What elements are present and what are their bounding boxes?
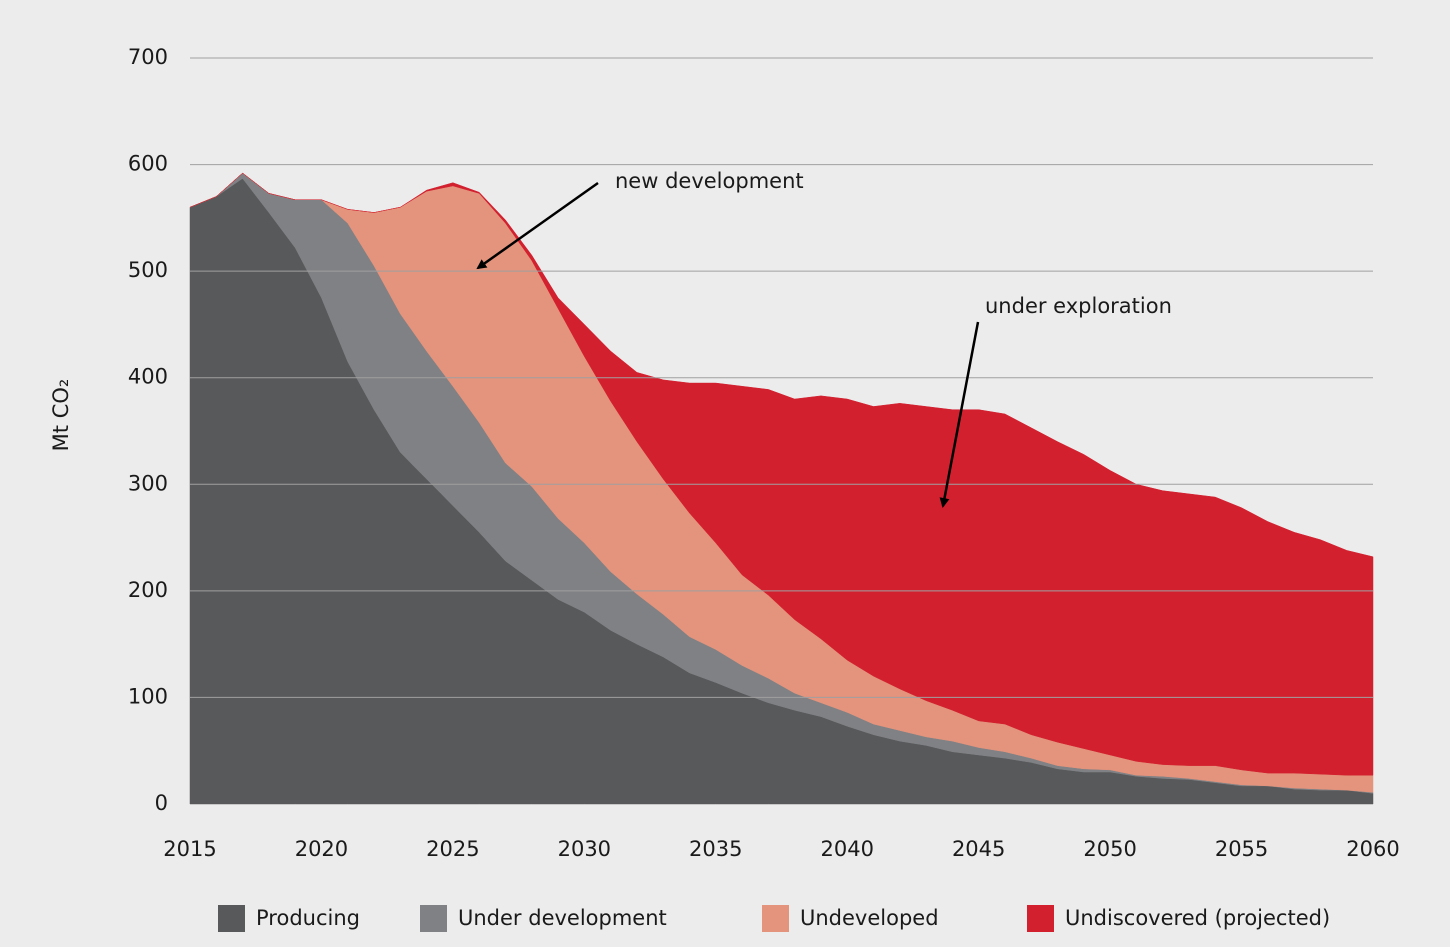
annotation: new development: [615, 169, 804, 193]
x-tick-label: 2020: [295, 837, 348, 861]
y-tick-label: 600: [128, 152, 168, 176]
legend-label: Undeveloped: [800, 906, 939, 930]
legend-swatch: [1027, 905, 1054, 932]
y-tick-label: 300: [128, 471, 168, 495]
x-tick-label: 2030: [558, 837, 611, 861]
annotation-arrow: [939, 321, 980, 508]
x-tick-label: 2025: [426, 837, 479, 861]
x-tick-label: 2040: [820, 837, 873, 861]
legend-label: Undiscovered (projected): [1065, 906, 1330, 930]
annotation: under exploration: [985, 294, 1172, 318]
y-tick-label: 0: [155, 791, 168, 815]
legend-swatch: [762, 905, 789, 932]
y-axis-label: Mt CO₂: [49, 379, 73, 452]
x-tick-label: 2015: [163, 837, 216, 861]
y-tick-label: 500: [128, 258, 168, 282]
x-tick-label: 2055: [1215, 837, 1268, 861]
x-tick-label: 2060: [1346, 837, 1399, 861]
legend-swatch: [218, 905, 245, 932]
y-tick-label: 200: [128, 578, 168, 602]
y-tick-label: 400: [128, 365, 168, 389]
legend-label: Producing: [256, 906, 360, 930]
legend-label: Under development: [458, 906, 667, 930]
x-tick-label: 2050: [1083, 837, 1136, 861]
area: [189, 172, 1374, 776]
x-tick-label: 2035: [689, 837, 742, 861]
y-tick-label: 700: [128, 45, 168, 69]
y-tick-label: 100: [128, 684, 168, 708]
annotation-arrow: [476, 181, 599, 270]
legend-swatch: [420, 905, 447, 932]
x-tick-label: 2045: [952, 837, 1005, 861]
